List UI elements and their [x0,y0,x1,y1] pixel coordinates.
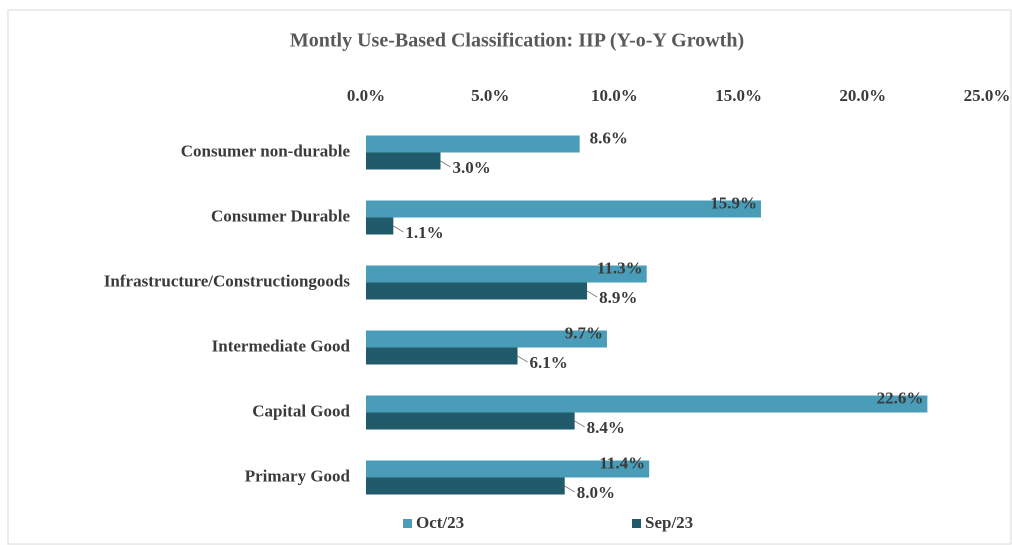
x-tick-label: 0.0% [347,86,385,105]
leader-line [517,355,528,363]
leader-line [574,420,585,428]
value-label: 3.0% [453,158,491,177]
leader-line [564,485,575,493]
value-label: 15.9% [710,193,757,212]
x-tick-label: 20.0% [839,86,886,105]
value-label: 8.4% [587,418,625,437]
bar [366,265,647,283]
y-tick-label: Infrastructure/Constructiongoods [104,271,351,290]
bar [366,412,575,430]
value-label: 1.1% [405,223,443,242]
value-label: 11.4% [599,453,645,472]
value-label: 22.6% [877,388,924,407]
leader-line [440,160,451,168]
leader-line [586,290,598,298]
value-label: 8.6% [590,128,628,147]
legend-label: Sep/23 [645,513,693,532]
y-tick-label: Primary Good [245,466,351,485]
value-label: 8.9% [599,288,637,307]
bar [366,460,650,478]
value-label: 11.3% [597,258,643,277]
y-tick-label: Intermediate Good [212,336,351,355]
bar [366,152,441,170]
y-tick-label: Capital Good [252,401,350,420]
y-tick-label: Consumer Durable [211,206,350,225]
x-tick-label: 10.0% [591,86,638,105]
bar [366,200,761,218]
x-tick-label: 5.0% [471,86,509,105]
x-tick-label: 15.0% [715,86,762,105]
leader-line [393,225,404,233]
bar [366,217,394,235]
bar [366,282,588,300]
chart-title: Montly Use-Based Classification: IIP (Y-… [290,30,744,52]
value-label: 6.1% [530,353,568,372]
legend-swatch [403,519,412,528]
x-tick-label: 25.0% [964,86,1011,105]
bar [366,395,928,413]
bar [366,330,607,348]
bar [366,135,580,153]
bar [366,347,518,365]
legend-label: Oct/23 [416,513,464,532]
value-label: 8.0% [577,483,615,502]
value-label: 9.7% [565,323,603,342]
y-tick-label: Consumer non-durable [181,141,351,160]
bar [366,477,565,495]
legend-swatch [632,519,641,528]
